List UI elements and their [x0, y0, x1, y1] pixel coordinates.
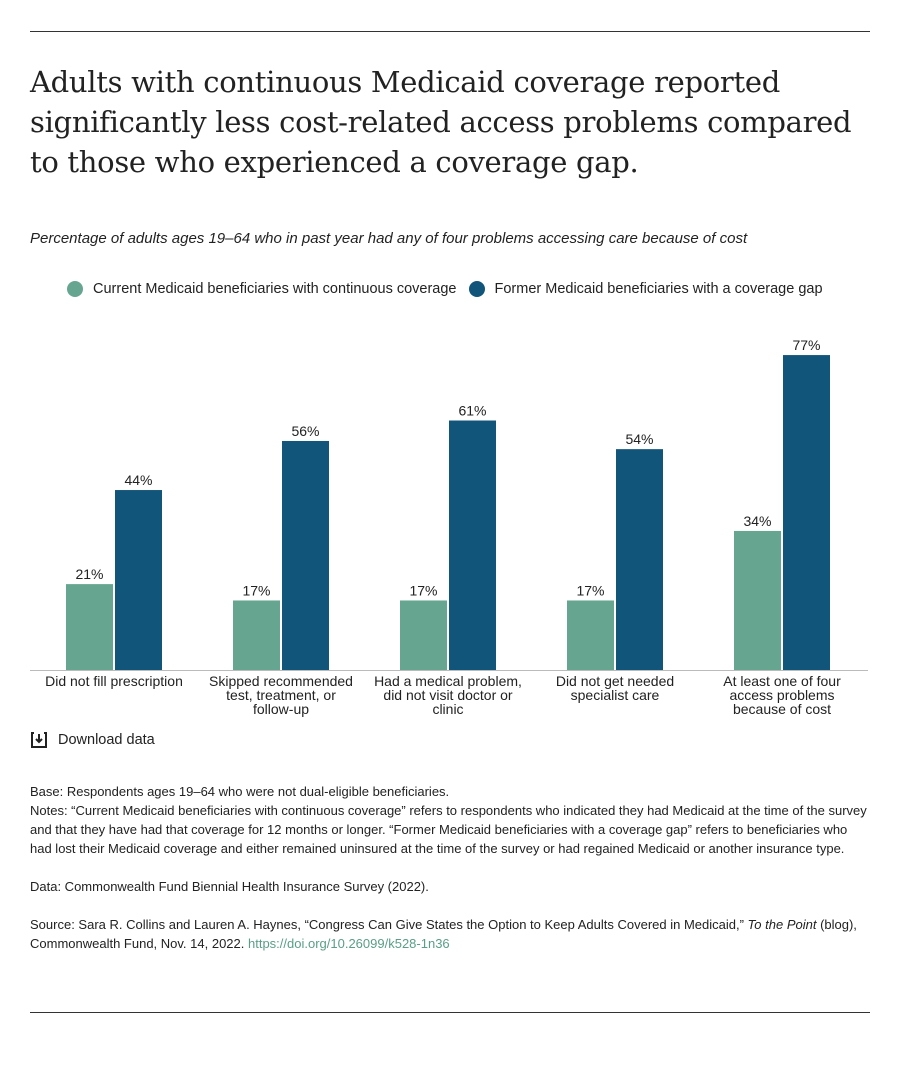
legend-label: Former Medicaid beneficiaries with a cov… — [494, 281, 823, 297]
data-label: 17% — [242, 582, 270, 598]
bottom-rule — [30, 1012, 870, 1013]
download-icon — [31, 732, 47, 748]
bar — [783, 355, 830, 670]
bar — [400, 600, 447, 670]
bar — [282, 440, 329, 670]
download-label: Download data — [58, 732, 155, 748]
chart-subtitle: Percentage of adults ages 19–64 who in p… — [30, 230, 748, 247]
source-note: Source: Sara R. Collins and Lauren A. Ha… — [30, 915, 870, 953]
bar — [449, 420, 496, 670]
data-label: 17% — [409, 582, 437, 598]
x-tick-label: test, treatment, or — [226, 687, 336, 703]
doi-link[interactable]: https://doi.org/10.26099/k528-1n36 — [248, 936, 450, 951]
data-label: 17% — [576, 582, 604, 598]
base-note: Base: Respondents ages 19–64 who were no… — [30, 784, 450, 799]
bar — [616, 449, 663, 670]
data-label: 34% — [743, 513, 771, 529]
top-rule — [30, 31, 870, 32]
source-text-2: (blog), Commonwealth Fund, Nov. 14, 2022… — [30, 917, 857, 951]
x-tick-label: Did not fill prescription — [45, 673, 183, 689]
data-label: 54% — [625, 431, 653, 447]
legend-swatch-icon — [67, 281, 83, 297]
download-data-button[interactable]: Download data — [30, 731, 155, 749]
x-tick-label: access problems — [729, 687, 834, 703]
bar — [66, 584, 113, 670]
bar — [734, 530, 781, 670]
data-label: 44% — [124, 472, 152, 488]
notes: Base: Respondents ages 19–64 who were no… — [30, 782, 870, 953]
x-tick-label: Had a medical problem, — [374, 673, 522, 689]
data-label: 21% — [75, 566, 103, 582]
legend-item-former: Former Medicaid beneficiaries with a cov… — [468, 281, 823, 297]
legend-swatch-icon — [468, 281, 485, 297]
data-label: 77% — [792, 337, 820, 353]
x-tick-label: specialist care — [571, 687, 660, 703]
data-label: 61% — [458, 403, 486, 419]
x-tick-label: clinic — [432, 701, 463, 717]
x-tick-label: because of cost — [733, 701, 831, 717]
bar — [567, 600, 614, 670]
x-tick-label: Skipped recommended — [209, 673, 353, 689]
bar — [115, 490, 162, 670]
legend-label: Current Medicaid beneficiaries with cont… — [93, 281, 457, 297]
data-label: 56% — [291, 423, 319, 439]
chart-title: Adults with continuous Medicaid coverage… — [30, 65, 852, 179]
source-publication: To the Point — [747, 917, 817, 932]
x-tick-label: At least one of four — [723, 673, 841, 689]
x-tick-label: Did not get needed — [556, 673, 674, 689]
bar — [233, 600, 280, 670]
x-tick-label: follow-up — [253, 701, 309, 717]
notes-text: Notes: “Current Medicaid beneficiaries w… — [30, 803, 867, 856]
bar-chart: 21% 44% Did not fill prescription 17% 56% Ski… — [30, 337, 868, 717]
data-note: Data: Commonwealth Fund Biennial Health … — [30, 879, 429, 894]
source-text: Source: Sara R. Collins and Lauren A. Ha… — [30, 917, 748, 932]
x-tick-label: did not visit doctor or — [383, 687, 513, 703]
legend-item-current: Current Medicaid beneficiaries with cont… — [67, 281, 457, 297]
legend: Current Medicaid beneficiaries with cont… — [67, 281, 835, 297]
